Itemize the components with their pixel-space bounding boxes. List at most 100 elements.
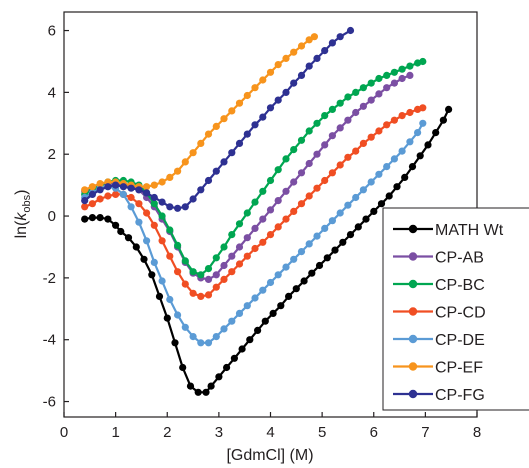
data-point xyxy=(174,311,182,319)
data-point xyxy=(88,214,96,222)
data-point xyxy=(274,197,282,205)
data-point xyxy=(282,215,290,223)
data-point xyxy=(297,136,306,144)
data-point xyxy=(408,163,417,171)
data-point xyxy=(235,309,244,317)
data-point xyxy=(104,183,112,191)
data-point xyxy=(143,183,151,191)
data-point xyxy=(432,129,440,137)
data-point xyxy=(140,255,148,263)
data-point xyxy=(282,155,290,163)
data-point xyxy=(297,169,306,177)
data-point xyxy=(321,47,329,55)
data-point xyxy=(112,190,120,198)
data-point xyxy=(266,206,275,214)
data-point xyxy=(181,323,189,331)
data-point xyxy=(336,99,344,107)
data-point xyxy=(243,252,251,260)
data-point xyxy=(181,203,189,211)
legend-swatch-marker xyxy=(408,334,418,344)
data-point xyxy=(174,268,182,276)
data-point xyxy=(406,71,414,79)
data-point xyxy=(359,84,367,92)
data-point xyxy=(344,201,352,209)
data-point xyxy=(336,124,344,132)
data-point xyxy=(127,184,135,192)
data-point xyxy=(424,141,432,149)
data-point xyxy=(406,138,414,146)
axis-ticks: 0 1 2 3 4 5 6 7 8 -6 -4 -2 0 2 4 6 xyxy=(43,23,482,441)
y-axis-title-symbol: k xyxy=(13,212,30,221)
data-point xyxy=(197,139,205,147)
data-point xyxy=(346,231,355,239)
data-point xyxy=(186,382,195,390)
data-point xyxy=(315,261,324,270)
data-point xyxy=(359,139,367,147)
data-point xyxy=(259,187,267,195)
data-point xyxy=(212,333,220,341)
data-point xyxy=(143,209,151,217)
data-point xyxy=(158,178,166,186)
data-point xyxy=(150,193,158,202)
data-point xyxy=(313,119,321,127)
y-axis-title: ln(kobs) xyxy=(13,190,33,239)
legend-item: CP-FG xyxy=(393,387,485,404)
legend-label: MATH Wt xyxy=(435,222,504,239)
data-point xyxy=(274,96,282,104)
data-point xyxy=(166,252,174,260)
legend-label: CP-BC xyxy=(435,277,485,294)
data-point xyxy=(96,180,104,188)
data-point xyxy=(235,139,244,147)
data-point xyxy=(331,246,339,254)
data-point xyxy=(344,116,352,124)
data-point xyxy=(328,169,336,177)
legend-item: CP-EF xyxy=(393,360,483,377)
series-line xyxy=(84,122,424,344)
data-point xyxy=(235,260,244,268)
data-point xyxy=(143,237,151,245)
data-point xyxy=(135,186,143,194)
data-point xyxy=(344,93,352,101)
data-point xyxy=(439,116,447,124)
data-point xyxy=(321,141,329,149)
data-point xyxy=(117,227,125,236)
data-point xyxy=(166,173,174,181)
data-point xyxy=(419,104,427,112)
y-axis-title-subscript: obs xyxy=(21,194,33,212)
data-point xyxy=(88,200,96,208)
series-0 xyxy=(81,105,453,396)
legend-box xyxy=(382,207,529,411)
data-point xyxy=(251,244,259,253)
y-tick-label: 0 xyxy=(48,208,56,225)
data-point xyxy=(197,339,205,347)
data-point xyxy=(81,203,89,211)
data-point xyxy=(212,283,220,291)
data-point xyxy=(398,147,406,155)
data-point xyxy=(377,200,386,208)
data-point xyxy=(346,26,355,35)
y-axis-title-suffix: ) xyxy=(13,190,30,195)
data-point xyxy=(305,62,313,70)
data-point xyxy=(163,314,171,322)
legend-label: CP-CD xyxy=(435,305,486,322)
data-point xyxy=(181,257,189,265)
data-point xyxy=(212,122,220,130)
data-point xyxy=(266,231,275,239)
data-point xyxy=(359,102,367,110)
data-point xyxy=(235,243,244,251)
data-point xyxy=(297,71,306,79)
data-point xyxy=(383,71,391,79)
y-axis-title-prefix: ln( xyxy=(13,220,30,238)
data-point xyxy=(158,277,166,285)
data-point xyxy=(204,291,213,299)
data-point xyxy=(344,153,352,161)
legend-label: CP-AB xyxy=(435,250,484,267)
data-point xyxy=(166,226,174,234)
data-point xyxy=(339,238,347,246)
data-point xyxy=(220,325,228,333)
data-point xyxy=(228,317,236,325)
data-point xyxy=(158,237,166,245)
data-point xyxy=(202,388,210,396)
data-point xyxy=(310,33,318,41)
series-5 xyxy=(81,33,318,194)
